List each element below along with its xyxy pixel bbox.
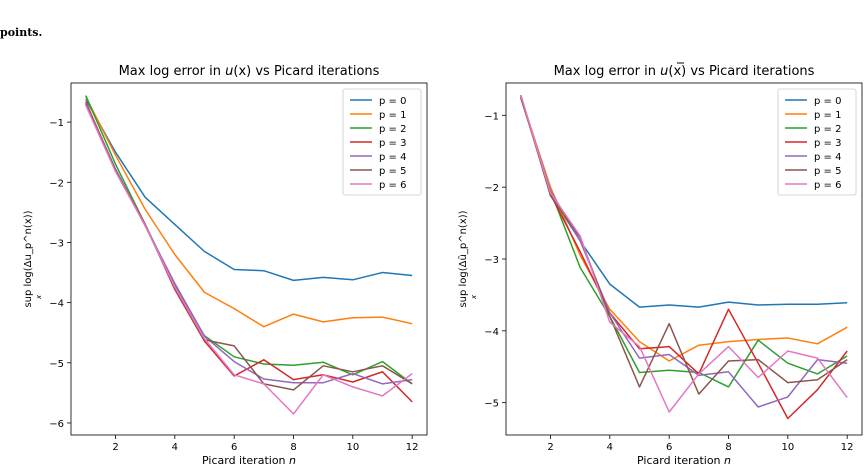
chart-title-prefix: Max log error in [119,64,226,79]
x-axis-label: Picard iteration n [202,454,296,467]
legend-label: p = 0 [814,96,841,107]
legend-label: p = 2 [814,124,841,135]
y-axis-label-subscript: x [35,294,43,300]
x-axis-label-variable: n [724,454,731,467]
x-tick-label: 12 [841,442,854,453]
y-tick-label: −4 [484,327,499,338]
chart-title-suffix: (x) vs Picard iterations [233,64,379,79]
x-tick-label: 12 [406,442,419,453]
legend-label: p = 6 [814,180,841,191]
series-line-p1 [520,97,848,362]
y-tick-label: −1 [49,118,64,129]
legend-label: p = 5 [379,166,406,177]
legend-label: p = 5 [814,166,841,177]
legend-label: p = 4 [814,152,841,163]
series-line-p6 [520,94,848,413]
x-tick-label: 4 [607,442,613,453]
y-tick-label: −5 [484,399,499,410]
series-line-p5 [520,94,848,395]
chart-title-variable: u [225,64,233,79]
chart-title-prefix: Max log error in [554,64,661,79]
series-line-p6 [85,104,413,415]
x-axis-label-prefix: Picard iteration [637,454,724,467]
chart-title-variable: u [660,64,668,79]
y-tick-label: −3 [484,255,499,266]
y-tick-label: −2 [49,178,64,189]
y-axis-label-subscript: x [470,294,478,300]
x-tick-label: 10 [781,442,794,453]
x-tick-label: 10 [346,442,359,453]
y-axis-label: sup log(Δū_p^n(x)) [458,210,469,307]
legend-label: p = 6 [379,180,406,191]
series-group [520,94,848,420]
x-axis-label-variable: n [289,454,296,467]
y-tick-label: −2 [484,183,499,194]
caption-fragment: points. [0,26,43,39]
legend-box [342,88,422,196]
series-group [85,95,413,415]
x-axis-label: Picard iteration n [637,454,731,467]
x-tick-label: 2 [547,442,553,453]
y-tick-label: −6 [49,419,64,430]
chart-title: Max log error in u(x) vs Picard iteratio… [554,64,815,79]
y-axis-label: sup log(Δu_p^n(x)) [23,210,34,307]
series-line-p1 [85,96,413,328]
x-tick-label: 6 [666,442,672,453]
legend-label: p = 3 [814,138,841,149]
legend-label: p = 2 [379,124,406,135]
series-line-p2 [520,97,848,388]
y-tick-label: −5 [49,359,64,370]
legend-label: p = 0 [379,96,406,107]
y-tick-label: −3 [49,238,64,249]
legend-label: p = 1 [814,110,841,121]
y-tick-label: −1 [484,111,499,122]
chart-1: Max log error in u(x) vs Picard iteratio… [23,64,428,467]
chart-title: Max log error in u(x) vs Picard iteratio… [119,64,380,79]
legend-label: p = 3 [379,138,406,149]
y-tick-label: −4 [49,299,64,310]
x-tick-label: 2 [112,442,118,453]
series-line-p4 [520,95,848,408]
chart-2: Max log error in u(x) vs Picard iteratio… [458,62,863,467]
legend-box [777,88,857,196]
chart-title-suffix: (x) vs Picard iterations [668,64,814,79]
x-axis-label-prefix: Picard iteration [202,454,289,467]
x-tick-label: 4 [172,442,178,453]
x-tick-label: 8 [725,442,731,453]
x-tick-label: 6 [231,442,237,453]
axes-frame [70,82,428,436]
legend-label: p = 1 [379,110,406,121]
x-tick-label: 8 [290,442,296,453]
legend-label: p = 4 [379,152,406,163]
series-line-p0 [85,98,413,282]
